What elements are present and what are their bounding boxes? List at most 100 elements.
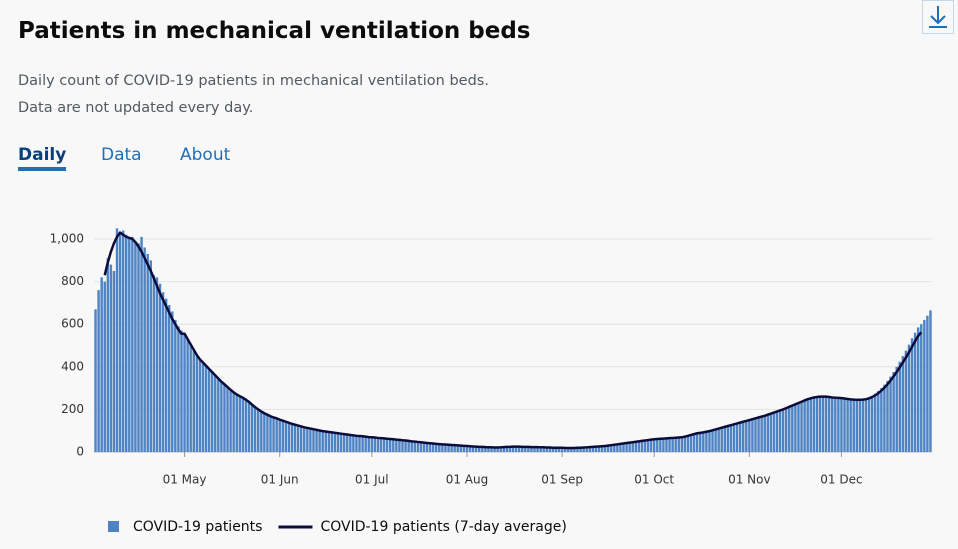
bar [542, 447, 545, 452]
bar [864, 398, 868, 452]
bar [873, 393, 877, 452]
x-tick-label: 01 Jun [261, 473, 299, 487]
bar [189, 344, 192, 452]
bar [649, 439, 653, 452]
bar [628, 442, 631, 452]
bar [717, 428, 720, 452]
bar [388, 439, 392, 452]
bar [373, 437, 377, 452]
bar [784, 408, 788, 452]
bar [732, 424, 736, 452]
bar [269, 416, 272, 452]
tab[interactable]: Data [101, 145, 142, 165]
bar [652, 439, 656, 452]
bar [468, 446, 472, 452]
description: Data are not updated every day. [18, 100, 254, 116]
bar [662, 438, 665, 452]
tab[interactable]: About [180, 145, 231, 165]
bar [867, 397, 871, 452]
bar [560, 447, 564, 452]
bar [392, 439, 395, 452]
bar [665, 438, 668, 452]
bar [585, 447, 588, 452]
bar [186, 339, 189, 452]
bar [484, 447, 487, 452]
bar [444, 444, 447, 452]
bar [370, 437, 374, 452]
bar [511, 446, 515, 452]
title: Patients in mechanical ventilation beds [18, 18, 531, 44]
bar [548, 447, 552, 452]
bar [723, 426, 727, 452]
bar [346, 434, 349, 452]
bar [800, 401, 803, 452]
bar [244, 399, 248, 452]
bar [812, 397, 816, 452]
bar [852, 399, 855, 452]
bar [806, 399, 809, 452]
bar [177, 326, 180, 452]
bar [837, 397, 840, 452]
bar [352, 435, 355, 452]
bar [367, 437, 370, 452]
bar [656, 439, 659, 452]
bar [708, 431, 711, 452]
bar [831, 397, 834, 452]
bar [517, 446, 521, 452]
bar [686, 435, 690, 452]
bar [158, 283, 162, 452]
bar [238, 396, 242, 452]
legend-label: COVID-19 patients (7-day average) [320, 519, 566, 535]
bar [192, 349, 195, 452]
bar [103, 281, 106, 452]
bar [637, 441, 641, 452]
bar [600, 446, 604, 452]
tab[interactable]: Daily [18, 145, 67, 171]
bar [490, 447, 493, 452]
bar [462, 445, 466, 452]
download-button[interactable] [922, 0, 954, 34]
bar [435, 443, 438, 452]
bar [450, 444, 453, 452]
bar [121, 230, 125, 452]
bar [772, 412, 776, 452]
bar [791, 405, 794, 452]
bar [926, 315, 929, 452]
bar [481, 446, 484, 452]
bar [594, 446, 598, 452]
bar [140, 236, 143, 452]
bar [330, 432, 334, 452]
bar [100, 277, 103, 452]
legend-swatch [108, 521, 119, 532]
bar [278, 419, 281, 452]
bar [312, 429, 315, 452]
bar [382, 438, 386, 452]
bar [456, 445, 459, 452]
bar [422, 442, 426, 452]
bar [502, 447, 506, 452]
bar [508, 446, 512, 452]
bar [306, 427, 309, 452]
bar [536, 447, 539, 452]
download-icon [929, 6, 947, 28]
bar [726, 426, 730, 452]
bar [207, 368, 211, 452]
bar [428, 443, 432, 452]
bar [606, 445, 610, 452]
bar [379, 438, 383, 452]
bar [588, 447, 591, 452]
bar [910, 338, 914, 452]
bar [471, 446, 475, 452]
bar [843, 398, 846, 452]
bar [883, 384, 886, 452]
bar [419, 442, 423, 452]
legend-label: COVID-19 patients [133, 519, 262, 535]
bar [745, 420, 748, 452]
bar [106, 258, 110, 452]
bar [232, 392, 235, 452]
bar [622, 443, 625, 452]
bar [210, 372, 214, 452]
bar [904, 350, 908, 452]
bar [447, 444, 450, 452]
